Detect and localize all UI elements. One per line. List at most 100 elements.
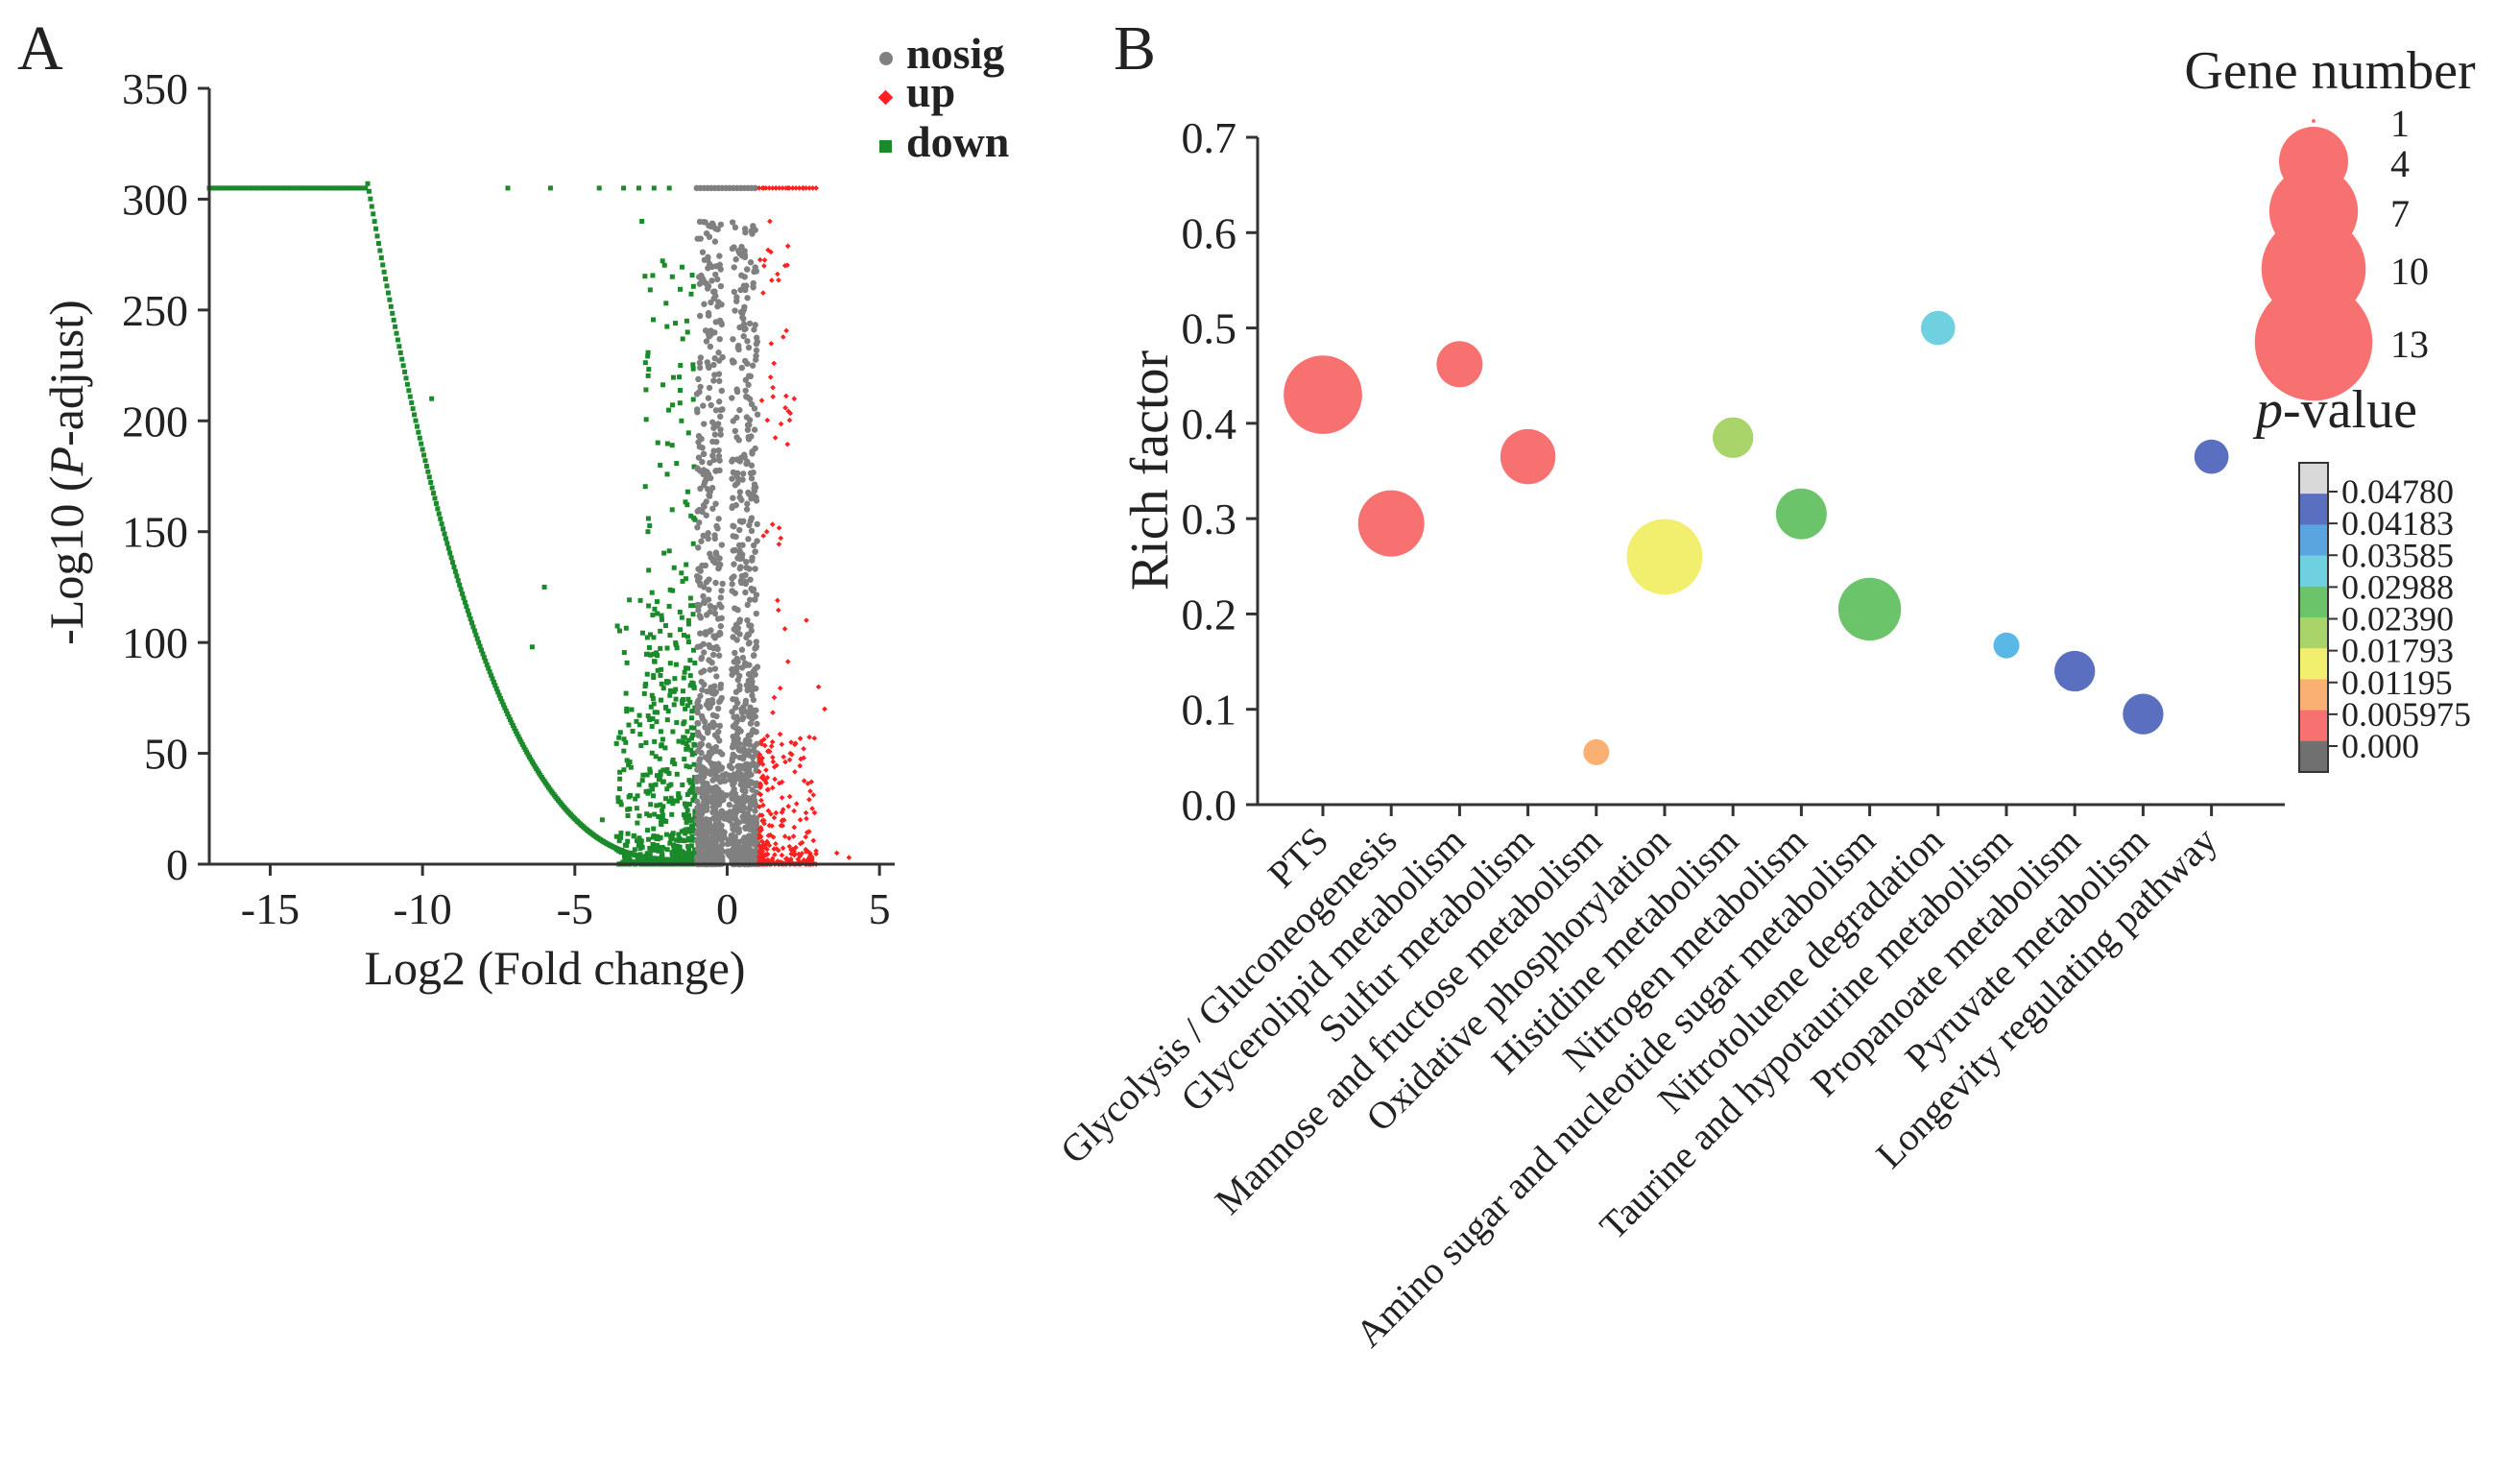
up-point [766,822,773,829]
nosig-point [736,406,743,414]
nosig-point [735,826,742,832]
nosig-point [711,238,719,245]
down-point [486,665,492,671]
up-point [781,626,788,632]
up-point [792,768,798,775]
down-point [651,701,657,707]
down-point [673,662,679,667]
down-point [676,832,682,837]
nosig-point [713,438,720,446]
down-point [547,185,553,191]
down-point [645,516,651,521]
down-point [684,792,690,798]
down-point [659,616,664,622]
down-point [687,699,693,705]
nosig-point [704,783,711,790]
nosig-point [712,500,719,507]
nosig-point [706,641,712,649]
down-point [637,732,643,737]
nosig-point [713,809,720,817]
down-point [661,818,667,824]
up-point [789,751,795,758]
nosig-point [733,663,740,671]
up-point [785,803,792,809]
nosig-point [753,639,760,645]
up-point [780,845,786,852]
down-point [626,762,632,768]
down-point [664,717,670,723]
bubble-y-tick-label: 0.4 [1182,399,1237,448]
down-point [684,856,689,862]
down-point [436,511,442,517]
p-value-legend-title: p-value [2252,380,2417,440]
down-point [686,802,692,808]
up-point [804,815,809,822]
nosig-point [738,496,745,503]
down-point [660,736,665,742]
nosig-point [747,518,755,524]
down-point [390,310,396,316]
nosig-point [729,758,735,764]
down-point [685,430,691,436]
down-point [673,687,679,692]
nosig-point [746,835,753,842]
nosig-point [746,396,754,402]
nosig-point [714,525,721,532]
nosig-point [711,559,719,567]
nosig-point [750,542,757,549]
nosig-point [708,851,715,857]
nosig-point [749,230,756,237]
up-point [833,850,840,856]
down-point [474,636,480,641]
down-point [439,521,444,527]
up-point [776,277,781,283]
up-point [815,684,822,690]
down-point [674,461,680,467]
down-point [660,779,666,784]
nosig-point [717,685,724,691]
p-value-tick-label: 0.01793 [2341,632,2454,670]
down-point [394,330,399,336]
up-point [784,441,791,447]
down-point [461,595,467,601]
down-point [663,832,669,837]
down-point [660,859,665,865]
nosig-point [752,566,758,572]
nosig-point [731,264,737,271]
nosig-point [701,301,708,307]
nosig-point [754,334,760,341]
nosig-point [705,309,712,317]
down-point [465,608,470,614]
up-point [800,185,806,191]
down-point [643,740,649,746]
down-point [667,692,673,698]
up-point [782,404,788,411]
nosig-point [708,277,715,284]
down-point [242,185,248,191]
down-point [658,462,663,468]
down-point [636,712,642,718]
down-point [647,523,653,529]
down-point [677,609,683,615]
nosig-point [718,615,725,621]
down-point [371,211,376,217]
nosig-point [751,822,757,829]
up-point [809,806,815,811]
down-point [451,564,457,569]
nosig-point [704,687,710,695]
nosig-point [749,450,756,457]
down-point [685,617,691,623]
down-point [656,836,661,842]
down-point [332,185,338,191]
nosig-point [714,827,721,834]
nosig-point [741,326,748,333]
down-point [513,728,518,734]
down-point [653,650,659,656]
p-value-color-band [2299,617,2328,649]
down-point [667,587,673,592]
nosig-point [716,261,724,268]
down-point [261,185,267,191]
up-point [779,818,785,824]
down-point [460,591,466,596]
